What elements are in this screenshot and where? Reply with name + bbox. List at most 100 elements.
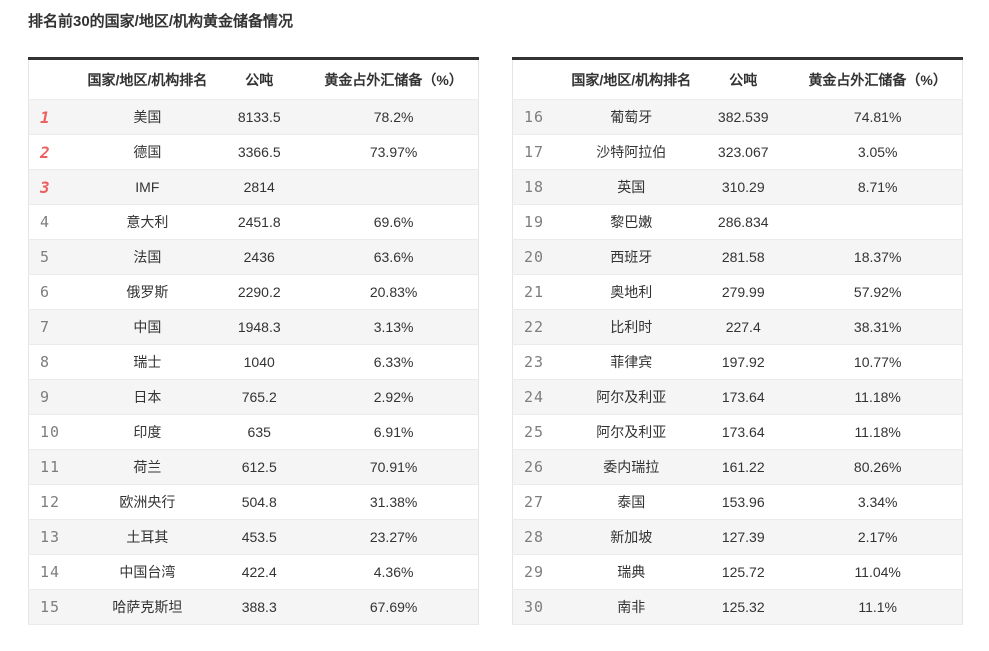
tonnes-cell: 2814 [209,169,310,205]
tonnes-cell: 153.96 [693,484,794,520]
country-cell: 沙特阿拉伯 [569,134,694,170]
tonnes-cell: 173.64 [693,379,794,415]
tonnes-cell: 125.72 [693,554,794,590]
rank-cell: 11 [28,449,86,485]
country-cell: 黎巴嫩 [569,204,694,240]
table-row: 11 荷兰 612.5 70.91% [28,449,479,485]
tonnes-cell: 286.834 [693,204,794,240]
rank-cell: 1 [28,99,86,135]
tonnes-cell: 612.5 [209,449,310,485]
country-cell: 委内瑞拉 [569,449,694,485]
percent-column-header: 黄金占外汇储备（%） [793,58,963,100]
table-row: 20 西班牙 281.58 18.37% [512,239,963,275]
country-cell: 美国 [85,99,210,135]
table-row: 24 阿尔及利亚 173.64 11.18% [512,379,963,415]
tonnes-cell: 2451.8 [209,204,310,240]
percent-cell: 70.91% [309,449,479,485]
percent-cell: 4.36% [309,554,479,590]
rank-cell: 8 [28,344,86,380]
tonnes-cell: 504.8 [209,484,310,520]
percent-cell: 78.2% [309,99,479,135]
percent-column-header: 黄金占外汇储备（%） [309,58,479,100]
table-body: 16 葡萄牙 382.539 74.81% 17 沙特阿拉伯 323.067 3.05% 18 英… [512,99,963,625]
table-row: 6 俄罗斯 2290.2 20.83% [28,274,479,310]
percent-cell: 38.31% [793,309,963,345]
percent-cell: 6.91% [309,414,479,450]
table-row: 10 印度 635 6.91% [28,414,479,450]
country-cell: 德国 [85,134,210,170]
rank-cell: 16 [512,99,570,135]
country-cell: 瑞典 [569,554,694,590]
percent-cell: 6.33% [309,344,479,380]
table-row: 30 南非 125.32 11.1% [512,589,963,625]
table-row: 18 英国 310.29 8.71% [512,169,963,205]
table-row: 4 意大利 2451.8 69.6% [28,204,479,240]
percent-cell: 18.37% [793,239,963,275]
country-cell: 印度 [85,414,210,450]
tonnes-cell: 173.64 [693,414,794,450]
percent-cell: 63.6% [309,239,479,275]
table-row: 13 土耳其 453.5 23.27% [28,519,479,555]
rank-cell: 24 [512,379,570,415]
tonnes-cell: 279.99 [693,274,794,310]
percent-cell: 31.38% [309,484,479,520]
table-row: 19 黎巴嫩 286.834 [512,204,963,240]
rank-cell: 13 [28,519,86,555]
percent-cell: 11.1% [793,589,963,625]
tonnes-cell: 1948.3 [209,309,310,345]
gold-reserves-table-ranks-16-30: 国家/地区/机构排名 公吨 黄金占外汇储备（%） 16 葡萄牙 382.539 74.… [512,57,963,625]
table-header: 国家/地区/机构排名 公吨 黄金占外汇储备（%） [28,58,479,100]
table-row: 5 法国 2436 63.6% [28,239,479,275]
tables-container: 国家/地区/机构排名 公吨 黄金占外汇储备（%） 1 美国 8133.5 78.2% 2… [28,57,963,625]
table-row: 26 委内瑞拉 161.22 80.26% [512,449,963,485]
tonnes-cell: 422.4 [209,554,310,590]
page-title: 排名前30的国家/地区/机构黄金储备情况 [28,13,294,30]
country-cell: 菲律宾 [569,344,694,380]
percent-cell: 11.04% [793,554,963,590]
rank-column-header [512,58,570,100]
tonnes-cell: 453.5 [209,519,310,555]
rank-cell: 2 [28,134,86,170]
country-cell: 哈萨克斯坦 [85,589,210,625]
country-cell: 土耳其 [85,519,210,555]
table-row: 3 IMF 2814 [28,169,479,205]
rank-cell: 20 [512,239,570,275]
tonnes-cell: 161.22 [693,449,794,485]
country-cell: 比利时 [569,309,694,345]
rank-cell: 15 [28,589,86,625]
country-cell: 中国 [85,309,210,345]
rank-cell: 30 [512,589,570,625]
rank-cell: 21 [512,274,570,310]
country-cell: 南非 [569,589,694,625]
table-row: 17 沙特阿拉伯 323.067 3.05% [512,134,963,170]
rank-cell: 22 [512,309,570,345]
percent-cell: 10.77% [793,344,963,380]
table-row: 28 新加坡 127.39 2.17% [512,519,963,555]
rank-cell: 5 [28,239,86,275]
percent-cell: 20.83% [309,274,479,310]
gold-reserves-table-ranks-1-15: 国家/地区/机构排名 公吨 黄金占外汇储备（%） 1 美国 8133.5 78.2% 2… [28,57,479,625]
percent-cell: 11.18% [793,379,963,415]
rank-cell: 23 [512,344,570,380]
rank-cell: 3 [28,169,86,205]
rank-cell: 17 [512,134,570,170]
percent-cell: 69.6% [309,204,479,240]
percent-cell: 3.05% [793,134,963,170]
table-header: 国家/地区/机构排名 公吨 黄金占外汇储备（%） [512,58,963,100]
percent-cell [793,204,963,240]
rank-cell: 7 [28,309,86,345]
country-cell: 阿尔及利亚 [569,414,694,450]
country-cell: 中国台湾 [85,554,210,590]
tonnes-cell: 635 [209,414,310,450]
country-cell: 瑞士 [85,344,210,380]
tonnes-cell: 197.92 [693,344,794,380]
country-cell: 西班牙 [569,239,694,275]
table-row: 15 哈萨克斯坦 388.3 67.69% [28,589,479,625]
percent-cell: 2.17% [793,519,963,555]
tonnes-column-header: 公吨 [693,58,794,100]
tonnes-cell: 125.32 [693,589,794,625]
rank-cell: 12 [28,484,86,520]
percent-cell: 80.26% [793,449,963,485]
country-cell: 英国 [569,169,694,205]
tonnes-cell: 8133.5 [209,99,310,135]
